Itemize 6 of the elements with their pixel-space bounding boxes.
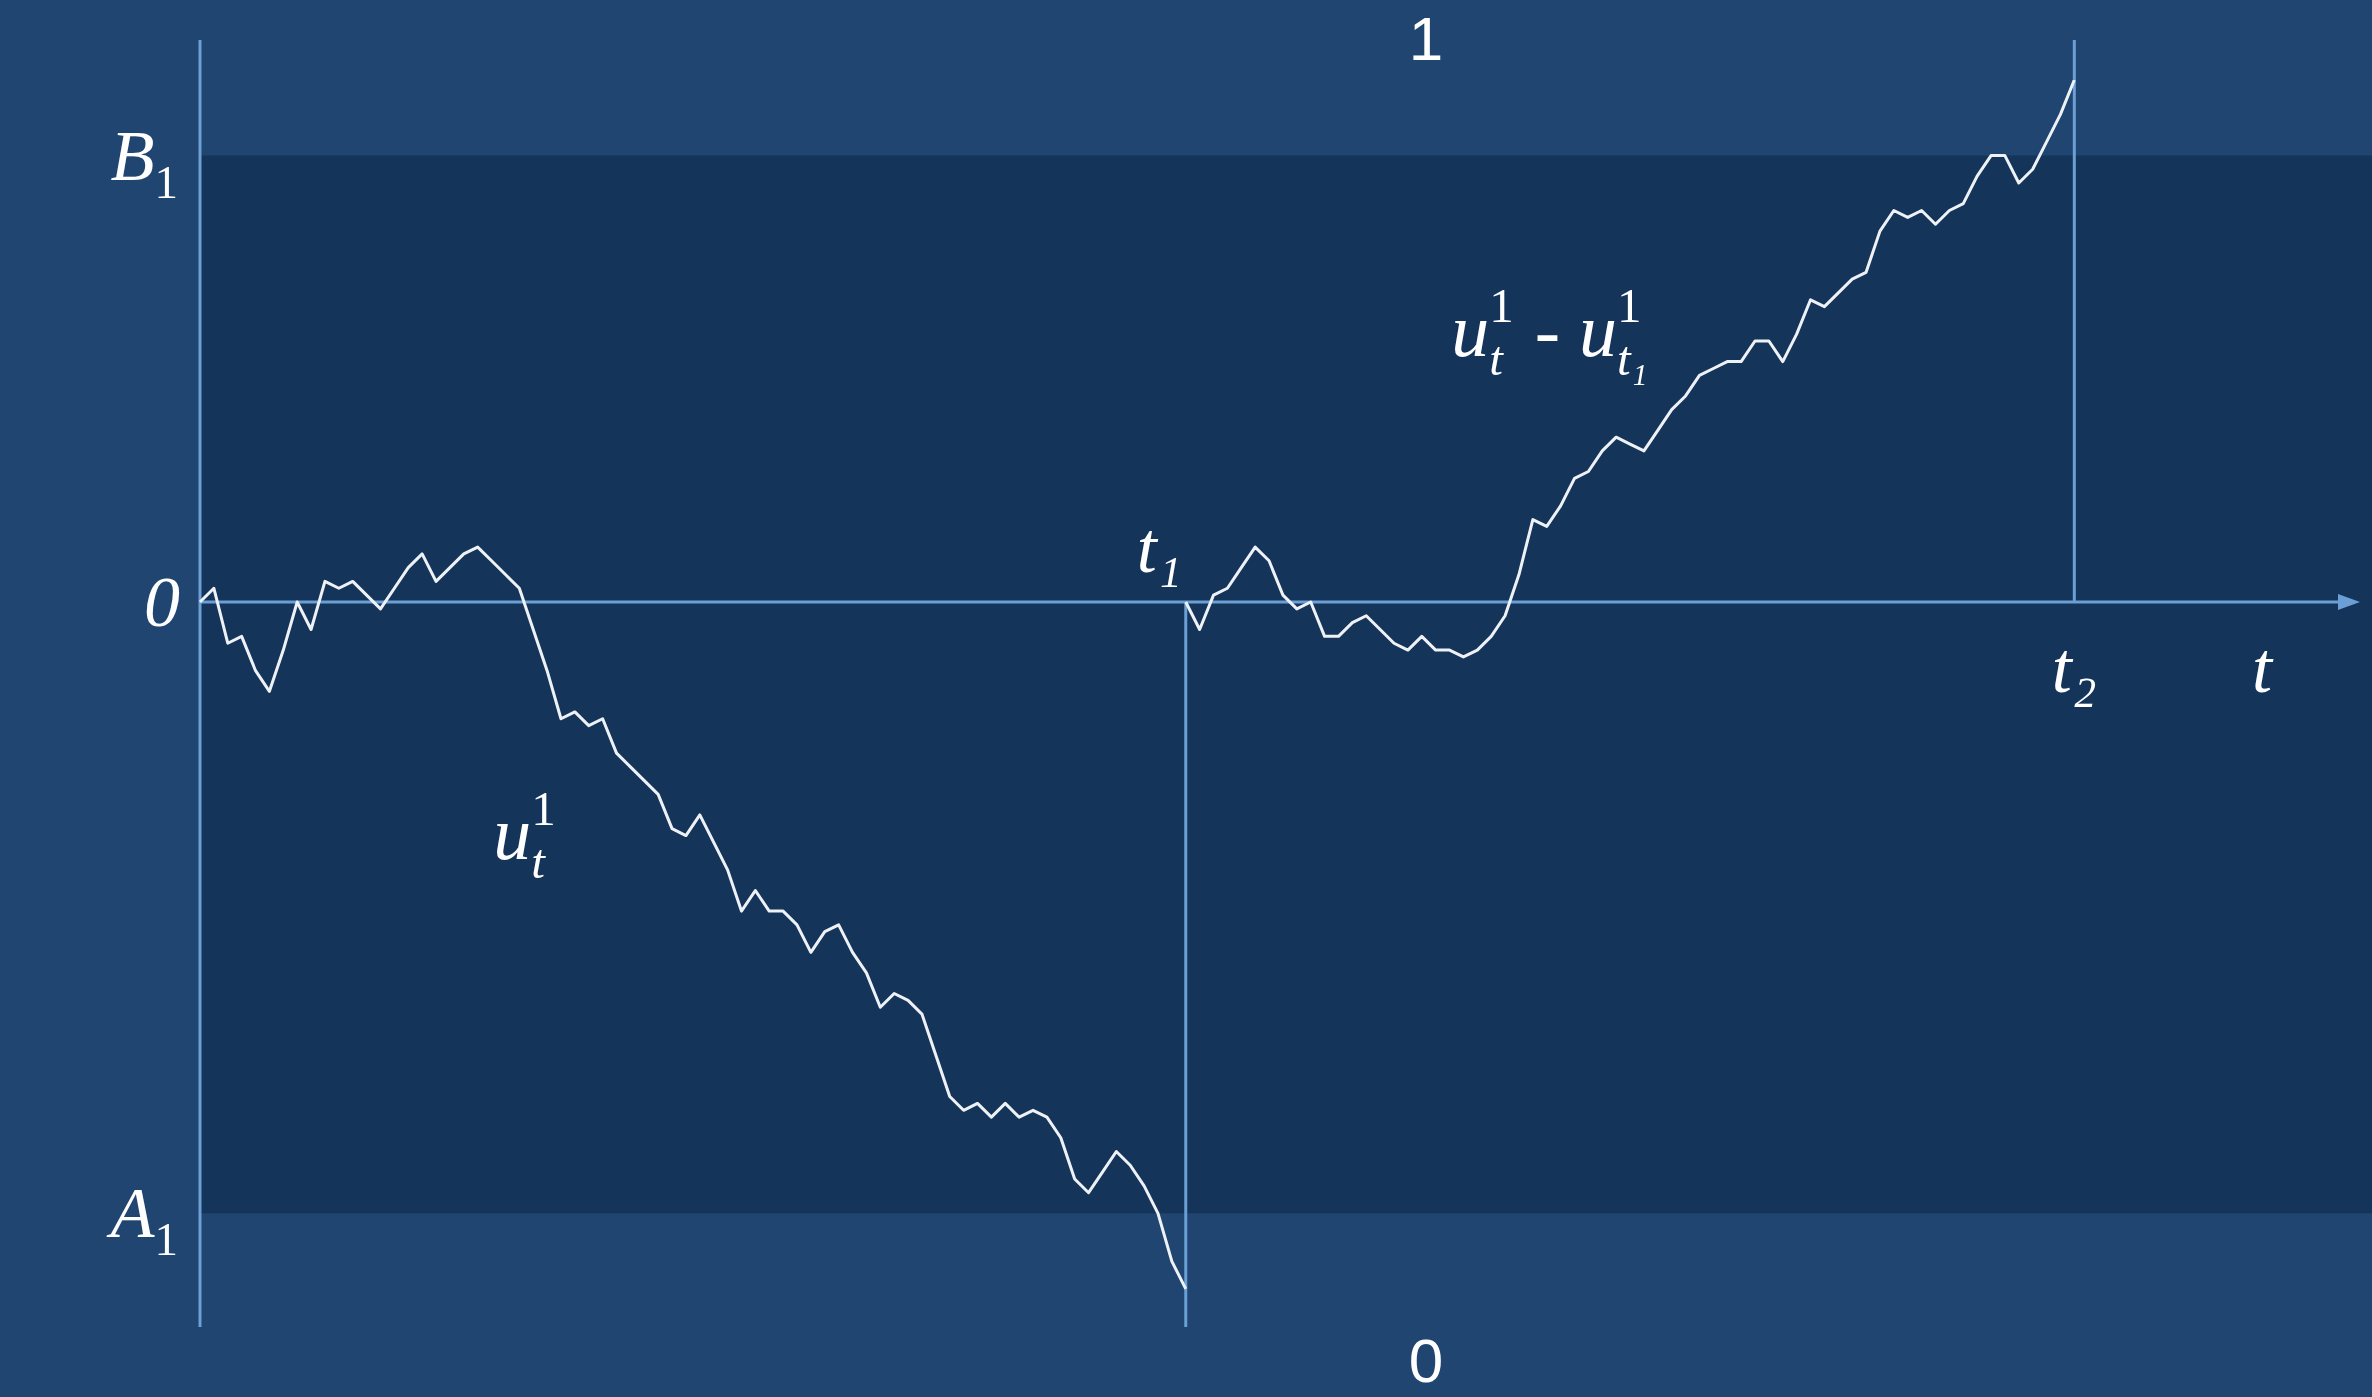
annotation: t₁ [1136,508,1182,589]
annotation: t₂ [2051,628,2097,709]
text: 0 [144,562,180,643]
text: 0 [1408,1326,1444,1395]
x-axis-title: t [2252,628,2274,709]
text: 1 [1408,4,1444,73]
